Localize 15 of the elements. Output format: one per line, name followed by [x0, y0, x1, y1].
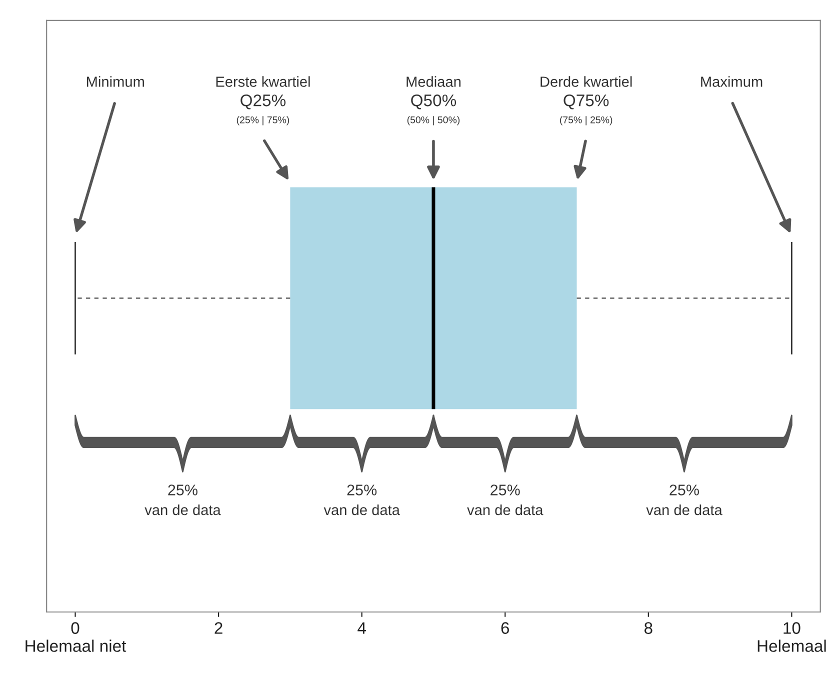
annotation: Derde kwartiel Q75% (75% | 25%) [540, 76, 632, 126]
annotation: Mediaan Q50% (50% | 50%) [406, 76, 460, 126]
annotation: 25% van de data [144, 484, 221, 516]
annotation: 25% van de data [646, 484, 722, 516]
x-tick-label: 8 [644, 622, 652, 634]
x-tick-label: 6 [501, 622, 510, 634]
annotation: Minimum [86, 76, 144, 87]
annotation: 25% van de data [467, 484, 544, 516]
x-tick-label: 4 [358, 622, 366, 634]
annotation: 25% van de data [324, 484, 400, 516]
x-tick-label: 2 [214, 622, 222, 634]
x-tick-label: 0 Helemaal niet [26, 622, 126, 652]
annotation: Maximum [701, 76, 762, 87]
annotation: Eerste kwartiel Q25% (25% | 75%) [216, 76, 310, 126]
x-tick-label: 10 Helemaal [758, 622, 826, 652]
